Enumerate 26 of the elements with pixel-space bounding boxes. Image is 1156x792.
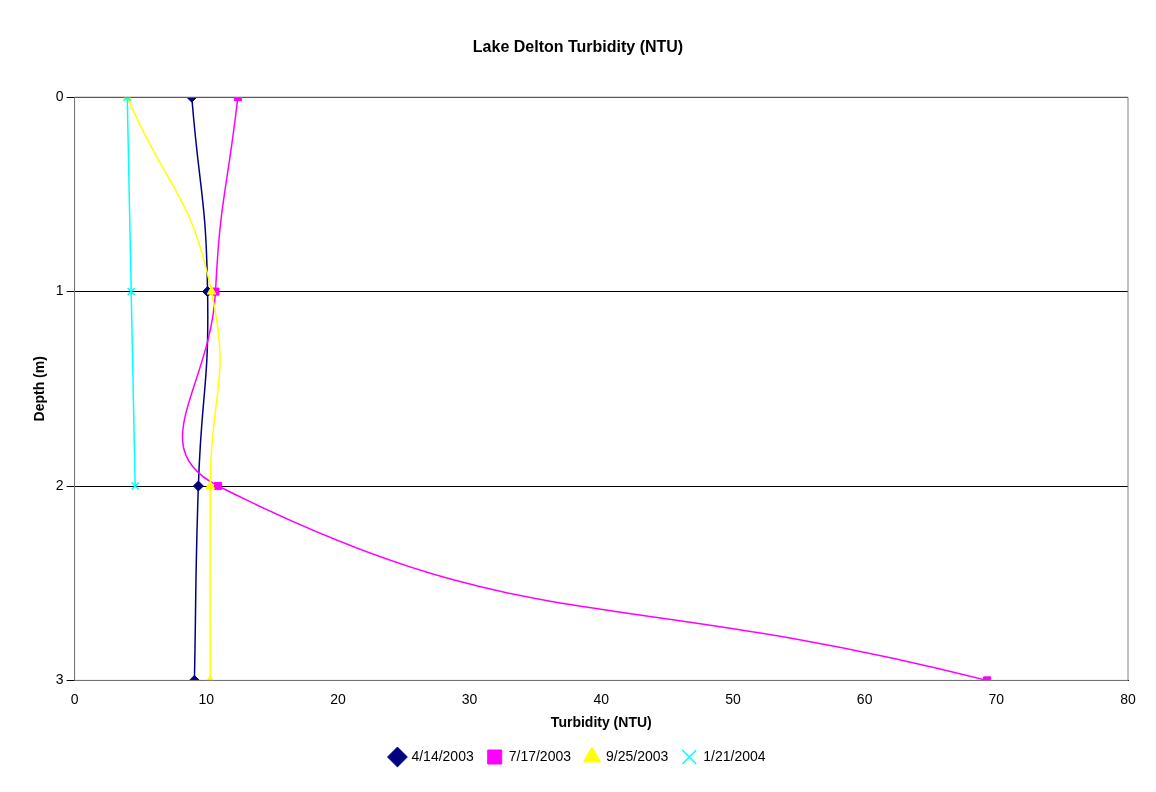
y-tick-label: 2 — [55, 476, 64, 493]
x-tick-label: 70 — [988, 690, 1005, 707]
x-tick-label: 60 — [856, 690, 873, 707]
legend-label: 4/14/2003 — [411, 747, 474, 764]
x-tick-label: 0 — [70, 690, 79, 707]
y-tick-label: 0 — [55, 88, 64, 105]
y-axis-title: Depth (m) — [31, 356, 48, 422]
x-tick-label: 20 — [330, 690, 346, 707]
legend-label: 9/25/2003 — [606, 747, 669, 764]
point — [205, 480, 216, 489]
x-tick-label: 30 — [461, 690, 478, 707]
x-tick-label: 50 — [725, 690, 741, 707]
chart-title: Lake Delton Turbidity (NTU) — [472, 38, 684, 56]
point — [214, 481, 223, 491]
x-axis-title: Turbidity (NTU) — [550, 714, 652, 731]
point — [126, 287, 136, 296]
legend-label: 7/17/2003 — [508, 747, 572, 764]
x-tick-label: 40 — [593, 690, 610, 707]
x-tick-label: 80 — [1120, 690, 1136, 707]
point — [130, 481, 140, 491]
point — [192, 480, 204, 492]
point — [206, 286, 217, 295]
y-tick-label: 1 — [55, 282, 64, 299]
y-tick-label: 3 — [55, 671, 64, 688]
x-tick-label: 10 — [198, 690, 215, 707]
legend-label: 1/21/2004 — [703, 747, 766, 764]
